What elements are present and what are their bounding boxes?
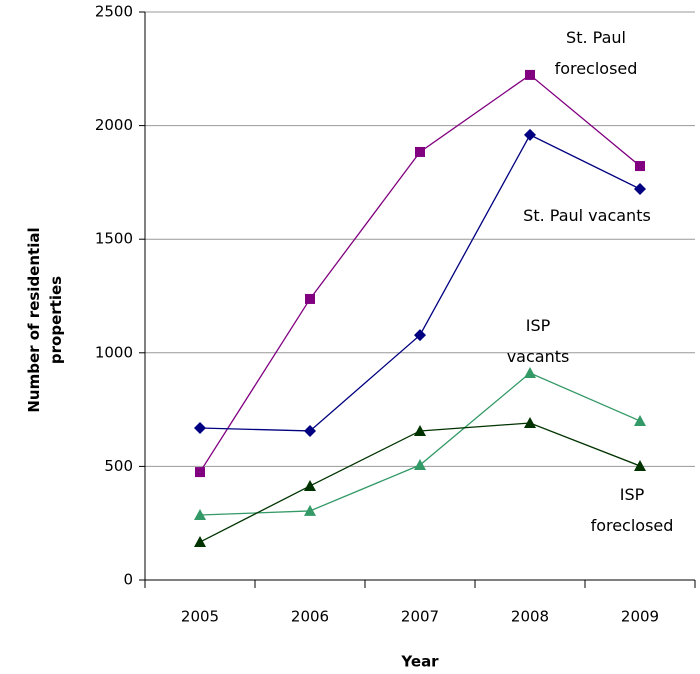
y-tick-label: 0 xyxy=(123,571,133,589)
marker xyxy=(194,536,206,548)
marker xyxy=(524,417,536,429)
x-tick-label: 2007 xyxy=(401,608,439,626)
series-label: ISP vacants xyxy=(506,316,570,366)
marker xyxy=(524,367,536,379)
series-label: St. Paul foreclosed xyxy=(554,28,638,78)
y-axis-label: Number of residential properties xyxy=(25,227,65,413)
marker xyxy=(194,509,206,521)
series-line xyxy=(199,74,641,473)
marker xyxy=(414,329,426,342)
marker xyxy=(304,504,316,516)
y-tick-label: 2000 xyxy=(95,116,133,134)
y-tick-label: 500 xyxy=(104,457,133,475)
x-tick-label: 2006 xyxy=(291,608,329,626)
series-label: St. Paul vacants xyxy=(523,206,651,225)
marker xyxy=(415,146,425,157)
series-label: ISP foreclosed xyxy=(590,485,674,535)
series-line xyxy=(199,422,641,543)
marker xyxy=(524,128,536,141)
marker xyxy=(635,161,645,172)
marker xyxy=(195,467,205,478)
x-tick-label: 2005 xyxy=(181,608,219,626)
x-axis-label: Year xyxy=(400,653,439,671)
y-tick-label: 1000 xyxy=(95,343,133,361)
marker xyxy=(634,414,646,426)
x-tick-label: 2008 xyxy=(511,608,549,626)
marker xyxy=(414,459,426,471)
y-tick-label: 2500 xyxy=(95,3,133,21)
y-tick-label: 1500 xyxy=(95,230,133,248)
marker xyxy=(304,424,316,437)
marker xyxy=(304,479,316,491)
marker xyxy=(194,422,206,435)
x-tick-label: 2009 xyxy=(621,608,659,626)
marker xyxy=(414,424,426,436)
marker xyxy=(634,182,646,195)
marker xyxy=(525,69,535,80)
series-line xyxy=(199,372,641,516)
marker xyxy=(305,293,315,304)
marker xyxy=(634,459,646,471)
series-line xyxy=(199,134,641,432)
